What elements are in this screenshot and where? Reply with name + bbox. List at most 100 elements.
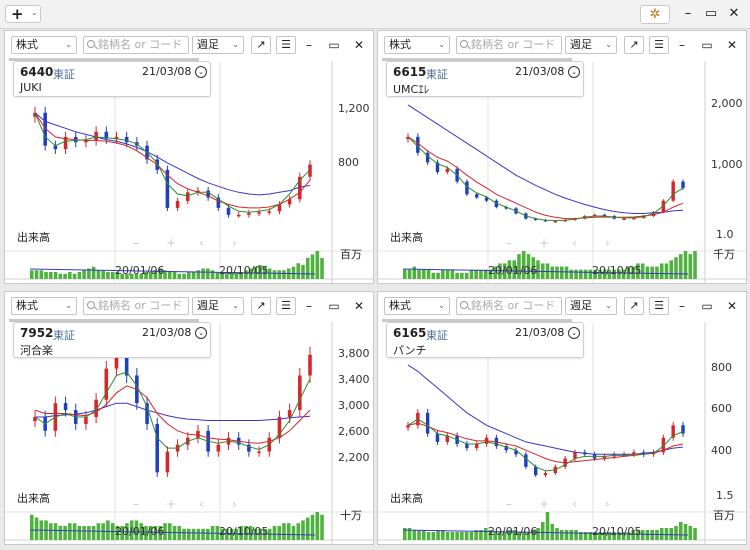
volume-axis-tick: 1.5	[716, 489, 734, 502]
popout-button[interactable]: ↗	[251, 36, 271, 54]
candle-body	[287, 199, 292, 205]
chevron-down-icon[interactable]: ⌄	[568, 66, 580, 78]
price-chart[interactable]	[5, 61, 374, 284]
volume-bar	[187, 272, 191, 279]
stock-code: 7952	[20, 326, 54, 340]
volume-bar	[512, 530, 516, 540]
volume-bar	[521, 532, 526, 540]
volume-bar	[598, 532, 602, 540]
candle-body	[416, 136, 420, 153]
popout-button[interactable]: ↗	[624, 36, 644, 54]
volume-bar	[441, 269, 445, 279]
market-select[interactable]: 株式 ⌄	[11, 297, 77, 315]
candle-body	[145, 403, 149, 424]
gear-icon[interactable]: ✲	[640, 5, 670, 24]
scroll-right-control[interactable]: ›	[232, 497, 237, 511]
volume-bar	[234, 272, 239, 279]
candle-body	[124, 136, 129, 143]
volume-bar	[187, 528, 191, 540]
chevron-down-icon[interactable]: ⌄	[568, 327, 580, 339]
panel-maximize-button[interactable]: ▭	[328, 299, 340, 313]
chart-panel-7952: 株式 ⌄ 銘柄名 or コード 週足 ⌄ ↗ ☰ – ▭ ✕ – + ‹ › 7952 東証 21/03/08 ⌄…	[4, 291, 374, 545]
chevron-down-icon[interactable]: ⌄	[195, 327, 207, 339]
volume-bar	[502, 532, 507, 540]
volume-bar	[291, 526, 296, 540]
zoom-out-control[interactable]: –	[506, 236, 512, 250]
market-select[interactable]: 株式 ⌄	[11, 36, 77, 54]
candle-body	[257, 451, 261, 454]
menu-button[interactable]: ☰	[276, 36, 296, 54]
panel-close-button[interactable]: ✕	[353, 299, 365, 313]
window-minimize-button[interactable]: –	[684, 6, 692, 21]
panel-minimize-button[interactable]: –	[679, 38, 685, 52]
volume-bar	[593, 532, 597, 540]
price-axis-tick: 2,000	[711, 97, 743, 110]
period-select[interactable]: 週足 ⌄	[565, 36, 617, 54]
panel-maximize-button[interactable]: ▭	[328, 38, 340, 52]
panel-minimize-button[interactable]: –	[679, 299, 685, 313]
window-close-button[interactable]: ✕	[728, 6, 740, 21]
volume-bar	[607, 532, 612, 540]
chevron-down-icon: ⌄	[438, 301, 445, 310]
zoom-in-control[interactable]: +	[166, 236, 177, 250]
volume-bar	[77, 526, 82, 540]
panel-maximize-button[interactable]: ▭	[701, 299, 713, 313]
add-panel-button[interactable]: + ⌄	[5, 5, 41, 23]
zoom-in-control[interactable]: +	[539, 236, 550, 250]
volume-bar	[426, 532, 431, 540]
zoom-in-control[interactable]: +	[539, 497, 550, 511]
popout-button[interactable]: ↗	[624, 297, 644, 315]
panel-close-button[interactable]: ✕	[726, 38, 738, 52]
candle-body	[632, 217, 636, 220]
search-input[interactable]: 銘柄名 or コード	[83, 297, 189, 315]
moving-average-long-line	[407, 104, 684, 214]
panel-minimize-button[interactable]: –	[306, 299, 312, 313]
scroll-left-control[interactable]: ‹	[199, 497, 204, 511]
panel-maximize-button[interactable]: ▭	[701, 38, 713, 52]
scroll-right-control[interactable]: ›	[232, 236, 237, 250]
panel-close-button[interactable]: ✕	[726, 299, 738, 313]
volume-bar	[674, 526, 678, 540]
panel-close-button[interactable]: ✕	[353, 38, 365, 52]
market-select[interactable]: 株式 ⌄	[384, 36, 450, 54]
volume-bar	[464, 272, 469, 279]
scroll-right-control[interactable]: ›	[605, 497, 610, 511]
chevron-down-icon[interactable]: ⌄	[195, 66, 207, 78]
candle-body	[63, 403, 68, 411]
window-maximize-button[interactable]: ▭	[704, 6, 718, 21]
zoom-out-control[interactable]: –	[133, 497, 139, 511]
menu-button[interactable]: ☰	[649, 297, 669, 315]
scroll-left-control[interactable]: ‹	[572, 497, 577, 511]
volume-bar	[640, 263, 645, 279]
price-chart[interactable]	[378, 61, 747, 284]
volume-bar	[531, 530, 536, 540]
panel-minimize-button[interactable]: –	[306, 38, 312, 52]
search-input[interactable]: 銘柄名 or コード	[456, 297, 562, 315]
popout-button[interactable]: ↗	[251, 297, 271, 315]
candle-body	[465, 181, 469, 195]
zoom-out-control[interactable]: –	[506, 497, 512, 511]
scroll-right-control[interactable]: ›	[605, 236, 610, 250]
search-input[interactable]: 銘柄名 or コード	[83, 36, 189, 54]
price-chart[interactable]	[378, 322, 747, 545]
period-select[interactable]: 週足 ⌄	[192, 36, 244, 54]
scroll-left-control[interactable]: ‹	[199, 236, 204, 250]
volume-bar	[167, 272, 172, 279]
market-select[interactable]: 株式 ⌄	[384, 297, 450, 315]
period-select[interactable]: 週足 ⌄	[565, 297, 617, 315]
search-input[interactable]: 銘柄名 or コード	[456, 36, 562, 54]
zoom-in-control[interactable]: +	[166, 497, 177, 511]
scroll-left-control[interactable]: ‹	[572, 236, 577, 250]
chevron-down-icon: ⌄	[232, 301, 239, 310]
volume-bar	[455, 532, 459, 540]
menu-button[interactable]: ☰	[649, 36, 669, 54]
zoom-out-control[interactable]: –	[133, 236, 139, 250]
candle-body	[425, 412, 430, 434]
period-select[interactable]: 週足 ⌄	[192, 297, 244, 315]
volume-bar	[669, 528, 674, 540]
volume-average-line	[402, 268, 689, 275]
menu-button[interactable]: ☰	[276, 297, 296, 315]
price-chart[interactable]	[5, 322, 374, 545]
volume-bar	[607, 269, 612, 279]
volume-bar	[526, 532, 531, 540]
